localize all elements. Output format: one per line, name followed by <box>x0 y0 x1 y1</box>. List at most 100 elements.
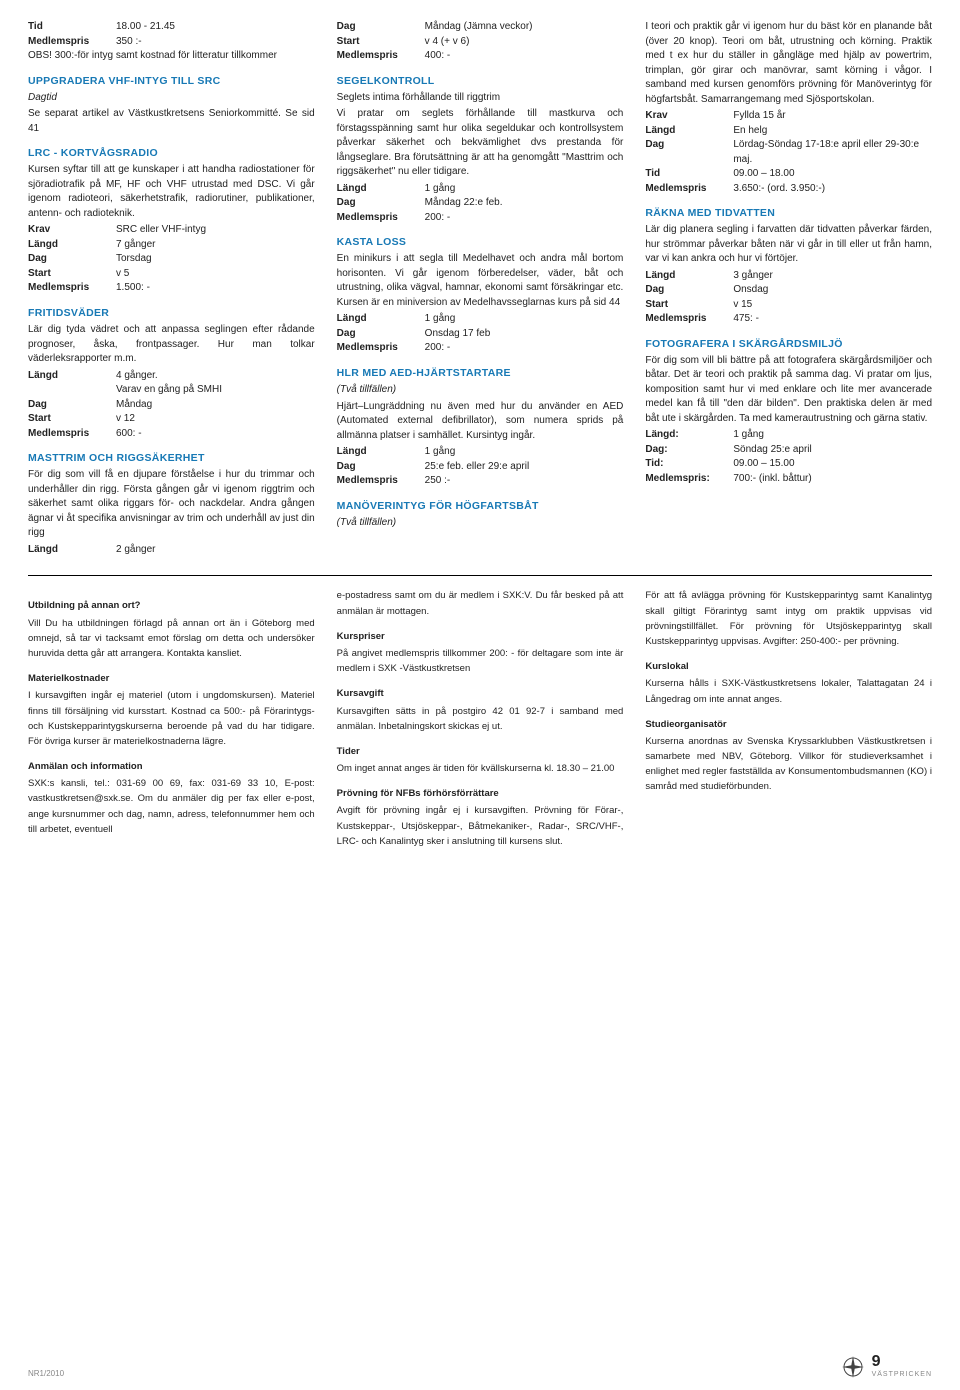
row-key: Medlemspris <box>645 182 733 197</box>
row: Längd1 gång <box>337 445 624 460</box>
section-heading: MANÖVERINTYG FÖR HÖGFARTSBÅT <box>337 499 624 514</box>
row: Medlemspris200: - <box>337 341 624 356</box>
info-body: I kursavgiften ingår ej materiel (utom i… <box>28 688 315 749</box>
info-heading: Utbildning på annan ort? <box>28 598 315 613</box>
row: Startv 12 <box>28 412 315 427</box>
row: Dag:Söndag 25:e april <box>645 443 932 458</box>
row-val: 400: - <box>425 49 624 64</box>
row-key: Längd <box>645 124 733 139</box>
column-1: Tid18.00 - 21.45 Medlemspris350 :- OBS! … <box>28 20 315 557</box>
row-key: Start <box>645 298 733 313</box>
row-key: Medlemspris <box>337 49 425 64</box>
row-key: Längd: <box>645 428 733 443</box>
row-val: 600: - <box>116 427 315 442</box>
row: Dag25:e feb. eller 29:e april <box>337 460 624 475</box>
section-body: Vi pratar om seglets förhållande till ma… <box>337 107 624 180</box>
info-heading: Anmälan och information <box>28 759 315 774</box>
row: DagOnsdag <box>645 283 932 298</box>
row-val: v 4 (+ v 6) <box>425 35 624 50</box>
row: Medlemspris3.650:- (ord. 3.950:-) <box>645 182 932 197</box>
row-val: 09.00 – 15.00 <box>733 457 932 472</box>
row-val: 1 gång <box>425 182 624 197</box>
row: Längd2 gånger <box>28 543 315 558</box>
section-subtitle: (Två tillfällen) <box>337 383 624 398</box>
row-key: Dag <box>337 460 425 475</box>
row-val: Söndag 25:e april <box>733 443 932 458</box>
row-key: Dag <box>645 283 733 298</box>
row: KravFyllda 15 år <box>645 109 932 124</box>
column-3: I teori och praktik går vi igenom hur du… <box>645 20 932 557</box>
info-heading: Kurspriser <box>337 629 624 644</box>
section-body: Lär dig planera segling i farvatten där … <box>645 223 932 267</box>
row: Längd7 gånger <box>28 238 315 253</box>
row-key: Medlemspris <box>645 312 733 327</box>
row-key: Längd <box>337 445 425 460</box>
section-heading: FOTOGRAFERA I SKÄRGÅRDSMILJÖ <box>645 337 932 352</box>
info-body: SXK:s kansli, tel.: 031-69 00 69, fax: 0… <box>28 776 315 837</box>
row-key: Dag <box>28 398 116 413</box>
section-body: Seglets intima förhållande till riggtrim <box>337 91 624 106</box>
row-val: Måndag <box>116 398 315 413</box>
row-key: Start <box>337 35 425 50</box>
info-body: Kurserna anordnas av Svenska Kryssarklub… <box>645 734 932 795</box>
row: Medlemspris600: - <box>28 427 315 442</box>
row-val: 09.00 – 18.00 <box>733 167 932 182</box>
row-key: Längd <box>28 238 116 253</box>
info-body: På angivet medlemspris tillkommer 200: -… <box>337 646 624 676</box>
issue-label: NR1/2010 <box>28 1368 64 1380</box>
row-val: Torsdag <box>116 252 315 267</box>
info-heading: Prövning för NFBs förhörsförrättare <box>337 786 624 801</box>
row-val: Onsdag <box>733 283 932 298</box>
column-2: DagMåndag (Jämna veckor) Startv 4 (+ v 6… <box>337 20 624 557</box>
row-val: 3.650:- (ord. 3.950:-) <box>733 182 932 197</box>
row-key: Medlemspris <box>28 281 116 296</box>
row: Startv 4 (+ v 6) <box>337 35 624 50</box>
row: DagMåndag 22:e feb. <box>337 196 624 211</box>
row-val: 200: - <box>425 211 624 226</box>
row-val: 18.00 - 21.45 <box>116 20 315 35</box>
row-val: 200: - <box>425 341 624 356</box>
row-val: Lördag-Söndag 17-18:e april eller 29-30:… <box>733 138 932 167</box>
section-heading: RÄKNA MED TIDVATTEN <box>645 206 932 221</box>
row-key: Längd <box>28 543 116 558</box>
info-body: Om inget annat anges är tiden för kvälls… <box>337 761 624 776</box>
row-key: Start <box>28 412 116 427</box>
section-body: För dig som vill få en djupare förståels… <box>28 468 315 541</box>
page-footer: NR1/2010 9 VÄSTPRICKEN <box>28 1354 932 1380</box>
section-body: Lär dig tyda vädret och att anpassa segl… <box>28 323 315 367</box>
section-subtitle: Dagtid <box>28 91 315 106</box>
row: KravSRC eller VHF-intyg <box>28 223 315 238</box>
row-val: 1.500: - <box>116 281 315 296</box>
row: Medlemspris1.500: - <box>28 281 315 296</box>
row-key: Medlemspris <box>28 427 116 442</box>
row-val: Onsdag 17 feb <box>425 327 624 342</box>
row: Varav en gång på SMHI <box>28 383 315 398</box>
section-body: I teori och praktik går vi igenom hur du… <box>645 20 932 107</box>
row-val: v 15 <box>733 298 932 313</box>
row-val: 1 gång <box>733 428 932 443</box>
row-val: 1 gång <box>425 312 624 327</box>
row-val: SRC eller VHF-intyg <box>116 223 315 238</box>
row-val: 1 gång <box>425 445 624 460</box>
row-val: 2 gånger <box>116 543 315 558</box>
row-key: Medlemspris: <box>645 472 733 487</box>
row-val: En helg <box>733 124 932 139</box>
info-body: Kursavgiften sätts in på postgiro 42 01 … <box>337 704 624 734</box>
section-heading: UPPGRADERA VHF-INTYG TILL SRC <box>28 74 315 89</box>
section-heading: KASTA LOSS <box>337 235 624 250</box>
row-val: Varav en gång på SMHI <box>116 383 315 398</box>
section-heading: FRITIDSVÄDER <box>28 306 315 321</box>
divider <box>28 575 932 576</box>
row-val: 250 :- <box>425 474 624 489</box>
section-heading: HLR MED AED-HJÄRTSTARTARE <box>337 366 624 381</box>
row-key: Start <box>28 267 116 282</box>
row: LängdEn helg <box>645 124 932 139</box>
footer-right: 9 VÄSTPRICKEN <box>840 1354 932 1380</box>
row-val: 3 gånger <box>733 269 932 284</box>
info-heading: Tider <box>337 744 624 759</box>
row-key: Längd <box>337 312 425 327</box>
row-val: 25:e feb. eller 29:e april <box>425 460 624 475</box>
row: Medlemspris250 :- <box>337 474 624 489</box>
row: Startv 5 <box>28 267 315 282</box>
row-val: v 5 <box>116 267 315 282</box>
